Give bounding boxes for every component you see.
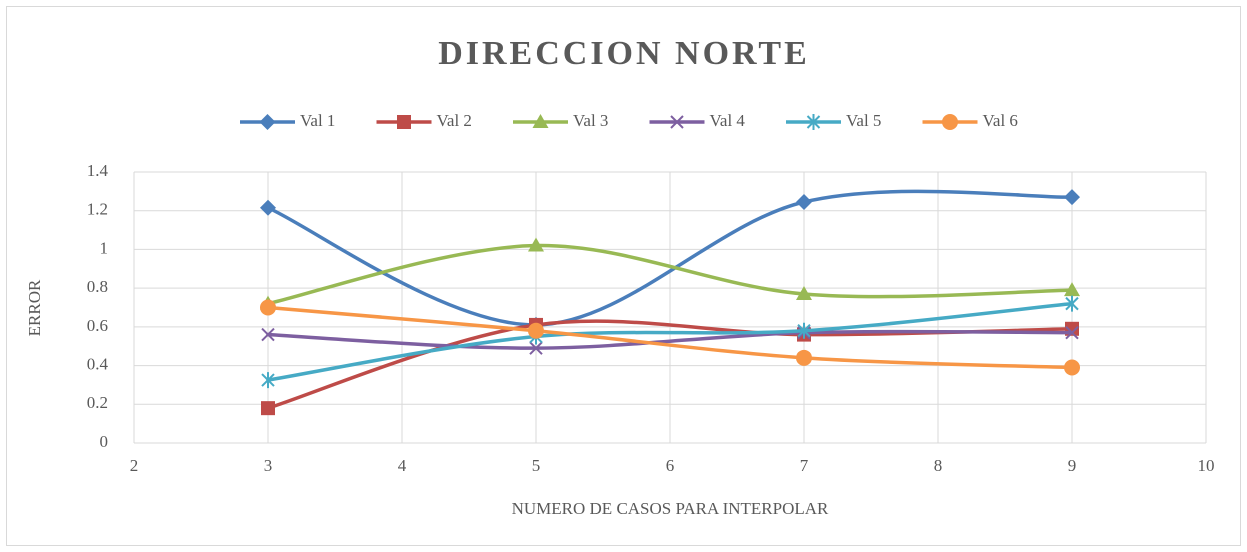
y-tick-label: 0: [100, 432, 109, 451]
x-tick-label: 10: [1198, 456, 1215, 475]
y-tick-label: 0.6: [87, 316, 108, 335]
legend-marker: [942, 114, 958, 130]
y-tick-label: 1.2: [87, 200, 108, 219]
marker: [529, 341, 543, 355]
y-axis-label: ERROR: [25, 279, 44, 336]
marker: [796, 285, 812, 300]
legend-item: Val 5: [786, 111, 881, 130]
series-line: [266, 329, 1074, 350]
marker: [528, 237, 544, 252]
marker: [797, 322, 811, 339]
marker: [1065, 325, 1079, 340]
legend-label: Val 5: [846, 111, 881, 130]
x-tick-label: 5: [532, 456, 541, 475]
marker: [260, 199, 276, 216]
y-tick-label: 1: [100, 238, 109, 257]
chart-title: DIRECCION NORTE: [438, 35, 810, 72]
marker: [796, 194, 812, 211]
legend-label: Val 4: [710, 111, 746, 130]
x-tick-label: 8: [934, 456, 943, 475]
marker: [261, 372, 275, 389]
legend-item: Val 2: [376, 111, 472, 130]
marker: [1064, 189, 1080, 206]
y-tick-label: 1.4: [87, 161, 109, 180]
legend-marker: [397, 115, 411, 129]
marker: [1064, 359, 1080, 376]
legend-marker: [670, 115, 684, 129]
legend-label: Val 2: [437, 111, 472, 130]
x-tick-label: 2: [130, 456, 139, 475]
legend-marker: [259, 114, 276, 130]
y-tick-label: 0.8: [87, 277, 108, 296]
marker: [261, 327, 275, 342]
chart-border: [6, 6, 1241, 546]
series-line: [266, 243, 1074, 306]
y-tick-label: 0.2: [87, 393, 108, 412]
marker: [1065, 295, 1079, 312]
marker: [261, 401, 275, 416]
legend-label: Val 3: [573, 111, 608, 130]
legend-label: Val 1: [300, 111, 335, 130]
legend-item: Val 3: [513, 111, 608, 130]
legend-marker: [532, 114, 549, 128]
legend-item: Val 1: [240, 111, 335, 130]
marker: [528, 322, 544, 339]
x-tick-label: 9: [1068, 456, 1077, 475]
legend-item: Val 4: [649, 111, 746, 130]
series-line: [266, 301, 1074, 382]
marker: [260, 299, 276, 316]
legend-marker: [806, 114, 821, 130]
x-axis-label: NUMERO DE CASOS PARA INTERPOLAR: [512, 499, 829, 518]
legend-item: Val 6: [922, 111, 1018, 130]
x-tick-label: 3: [264, 456, 273, 475]
marker: [796, 349, 812, 366]
x-tick-label: 6: [666, 456, 675, 475]
x-tick-label: 7: [800, 456, 809, 475]
x-tick-label: 4: [398, 456, 407, 475]
marker: [1064, 282, 1080, 297]
series-line: [266, 305, 1074, 370]
legend-label: Val 6: [983, 111, 1018, 130]
y-tick-label: 0.4: [87, 354, 109, 373]
